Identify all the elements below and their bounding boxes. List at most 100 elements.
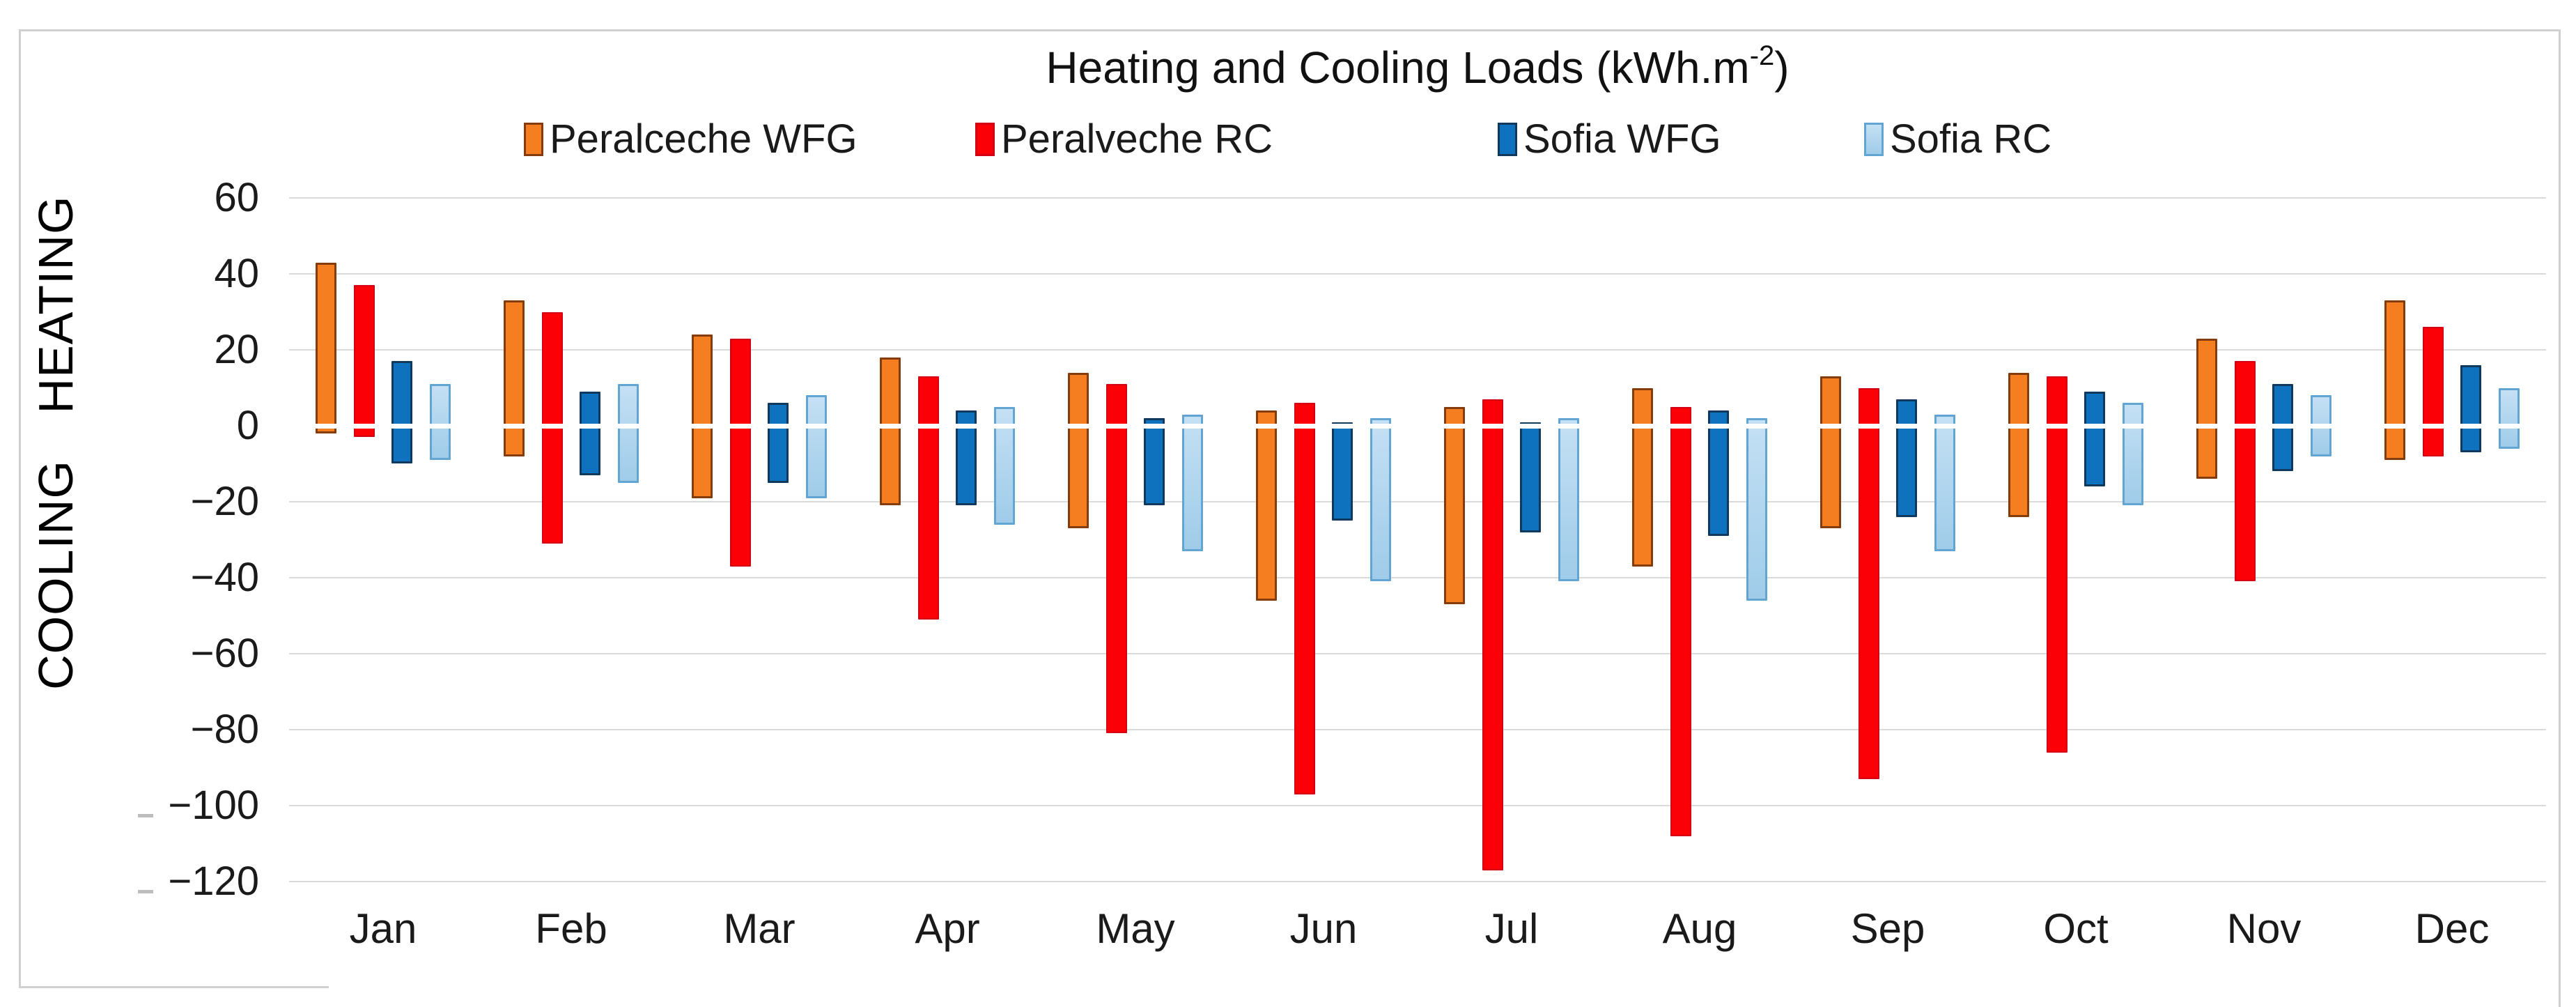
y-tick-label-20: 20 [214, 327, 259, 372]
bar-peralveche-rc-jul [1482, 399, 1503, 870]
frame-left-line [19, 29, 21, 988]
bar-peralceche-wfg-jul [1444, 406, 1465, 605]
minor-tick-dash--100 [138, 814, 153, 817]
frame-right-line [2559, 29, 2561, 1007]
bar-peralveche-rc-jan [354, 285, 375, 438]
bar-peralveche-rc-jun [1294, 403, 1315, 794]
legend-item-peralceche-wfg: Peralceche WFG [524, 117, 858, 162]
bar-sofia-rc-dec [2499, 387, 2520, 449]
bar-peralveche-rc-oct [2047, 376, 2067, 753]
legend-label: Sofia RC [1890, 116, 2052, 162]
x-tick-label-apr: Apr [915, 905, 980, 952]
bar-sofia-wfg-sep [1896, 399, 1917, 517]
y-tick-label--60: −60 [190, 631, 259, 676]
bar-sofia-wfg-jul [1520, 422, 1541, 532]
x-tick-label-mar: Mar [723, 905, 796, 952]
legend-label: Sofia WFG [1523, 116, 1721, 162]
frame-bottom-left-line [19, 986, 329, 988]
chart-title-superscript: -2 [1749, 40, 1775, 71]
bar-sofia-rc-jun [1370, 418, 1391, 582]
bar-peralveche-rc-aug [1670, 406, 1691, 836]
bar-peralveche-rc-dec [2423, 327, 2444, 456]
minor-tick-dash--120 [138, 890, 153, 893]
chart-legend: Peralceche WFG Peralveche RC Sofia WFG Sofi… [0, 117, 2576, 166]
bar-peralceche-wfg-apr [880, 357, 901, 506]
gridline--120 [289, 881, 2546, 882]
bar-sofia-rc-mar [806, 395, 827, 498]
bar-peralceche-wfg-jun [1256, 410, 1277, 601]
bar-peralceche-wfg-aug [1632, 387, 1653, 567]
gridline-40 [289, 273, 2546, 275]
bar-sofia-rc-sep [1934, 414, 1955, 551]
gridline--20 [289, 501, 2546, 502]
y-tick-label-40: 40 [214, 251, 259, 296]
plot-area [289, 197, 2546, 882]
legend-item-sofia-rc: Sofia RC [1864, 117, 2051, 162]
bar-peralveche-rc-sep [1859, 387, 1879, 779]
gridline--80 [289, 729, 2546, 730]
bar-sofia-rc-jul [1558, 418, 1579, 582]
bar-sofia-wfg-may [1144, 418, 1165, 506]
gridline-60 [289, 197, 2546, 199]
legend-swatch-icon [975, 123, 995, 156]
legend-label: Peralceche WFG [550, 116, 858, 162]
bar-sofia-rc-jan [430, 384, 451, 461]
bar-peralceche-wfg-jan [316, 262, 336, 433]
legend-item-sofia-wfg: Sofia WFG [1498, 117, 1721, 162]
y-tick-label-60: 60 [214, 175, 259, 220]
x-tick-label-dec: Dec [2414, 905, 2490, 952]
bar-sofia-wfg-aug [1708, 410, 1729, 537]
bar-peralceche-wfg-nov [2196, 338, 2217, 479]
bar-peralceche-wfg-mar [692, 335, 713, 498]
bar-sofia-wfg-jan [391, 361, 412, 464]
bar-peralceche-wfg-sep [1820, 376, 1841, 529]
y-tick-label--20: −20 [190, 479, 259, 524]
legend-swatch-icon [1864, 123, 1884, 156]
x-tick-label-nov: Nov [2226, 905, 2302, 952]
bar-peralceche-wfg-dec [2384, 300, 2405, 461]
y-tick-label--80: −80 [190, 707, 259, 752]
bar-sofia-wfg-oct [2084, 391, 2105, 487]
bar-sofia-rc-aug [1746, 418, 1767, 601]
bar-sofia-rc-oct [2123, 403, 2143, 506]
legend-label: Peralveche RC [1001, 116, 1273, 162]
bar-peralveche-rc-nov [2235, 361, 2256, 582]
bar-sofia-wfg-dec [2460, 364, 2481, 453]
chart-title: Heating and Cooling Loads (kWh.m-2) [289, 40, 2546, 93]
x-tick-label-aug: Aug [1662, 905, 1737, 952]
bar-peralveche-rc-mar [730, 338, 751, 567]
y-tick-label-0: 0 [236, 403, 259, 448]
gridline--100 [289, 805, 2546, 806]
gridline-20 [289, 349, 2546, 351]
legend-swatch-icon [1498, 123, 1517, 156]
zero-baseline [289, 424, 2546, 429]
chart-title-close: ) [1774, 43, 1790, 93]
y-tick-label--100: −100 [168, 783, 259, 828]
gridline--60 [289, 653, 2546, 654]
bar-peralveche-rc-apr [918, 376, 939, 620]
bar-sofia-rc-may [1182, 414, 1203, 551]
x-tick-label-sep: Sep [1850, 905, 1925, 952]
legend-item-peralveche-rc: Peralveche RC [975, 117, 1273, 162]
frame-top-line [19, 29, 2561, 31]
bar-sofia-wfg-feb [580, 391, 600, 475]
legend-swatch-icon [524, 123, 543, 156]
gridline--40 [289, 577, 2546, 578]
bar-sofia-wfg-mar [768, 403, 789, 483]
y-tick-label--40: −40 [190, 555, 259, 600]
x-tick-label-jun: Jun [1289, 905, 1358, 952]
bar-sofia-rc-feb [618, 384, 639, 483]
x-tick-label-oct: Oct [2043, 905, 2109, 952]
x-tick-label-may: May [1096, 905, 1175, 952]
x-tick-label-jul: Jul [1484, 905, 1539, 952]
chart-title-text: Heating and Cooling Loads (kWh.m [1046, 43, 1750, 93]
bar-peralceche-wfg-oct [2008, 372, 2029, 517]
bar-sofia-wfg-jun [1332, 422, 1353, 521]
bar-peralveche-rc-may [1106, 384, 1127, 734]
y-tick-label--120: −120 [168, 859, 259, 904]
x-tick-label-feb: Feb [535, 905, 607, 952]
bar-peralceche-wfg-feb [504, 300, 525, 456]
x-tick-label-jan: Jan [349, 905, 417, 952]
bar-peralceche-wfg-may [1068, 372, 1089, 529]
